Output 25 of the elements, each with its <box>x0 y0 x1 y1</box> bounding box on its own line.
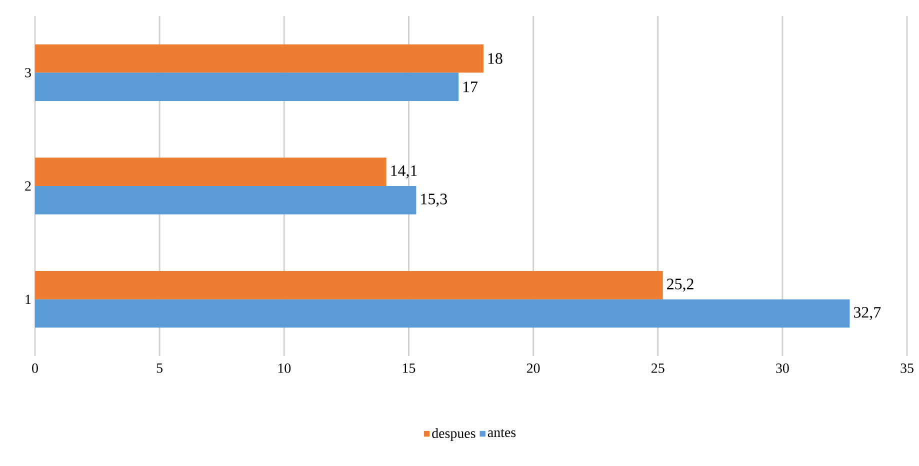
data-label: 15,3 <box>421 194 447 207</box>
bar <box>35 271 663 300</box>
x-tick-label: 25 <box>652 364 664 373</box>
y-tick-label: 3 <box>25 68 31 78</box>
x-tick-label: 10 <box>278 364 291 373</box>
bar <box>35 299 850 328</box>
legend-label: antes <box>488 429 516 438</box>
data-label: 32,7 <box>854 307 881 320</box>
bar <box>35 44 484 73</box>
x-tick-label: 35 <box>900 364 914 373</box>
x-tick-label: 20 <box>526 364 540 373</box>
data-label: 14,1 <box>391 165 417 178</box>
bar <box>35 158 386 186</box>
bar <box>35 186 416 214</box>
x-tick-label: 5 <box>156 364 163 373</box>
data-label: 25,2 <box>667 278 694 292</box>
legend-label: despues <box>432 428 476 441</box>
data-label: 18 <box>488 53 502 64</box>
y-tick-label: 2 <box>25 181 31 191</box>
x-tick-label: 0 <box>32 364 38 373</box>
y-tick-label: 1 <box>26 294 31 304</box>
bar <box>35 72 459 102</box>
data-label: 17 <box>463 82 478 92</box>
x-tick-label: 15 <box>402 363 416 373</box>
x-tick-label: 30 <box>776 364 789 373</box>
